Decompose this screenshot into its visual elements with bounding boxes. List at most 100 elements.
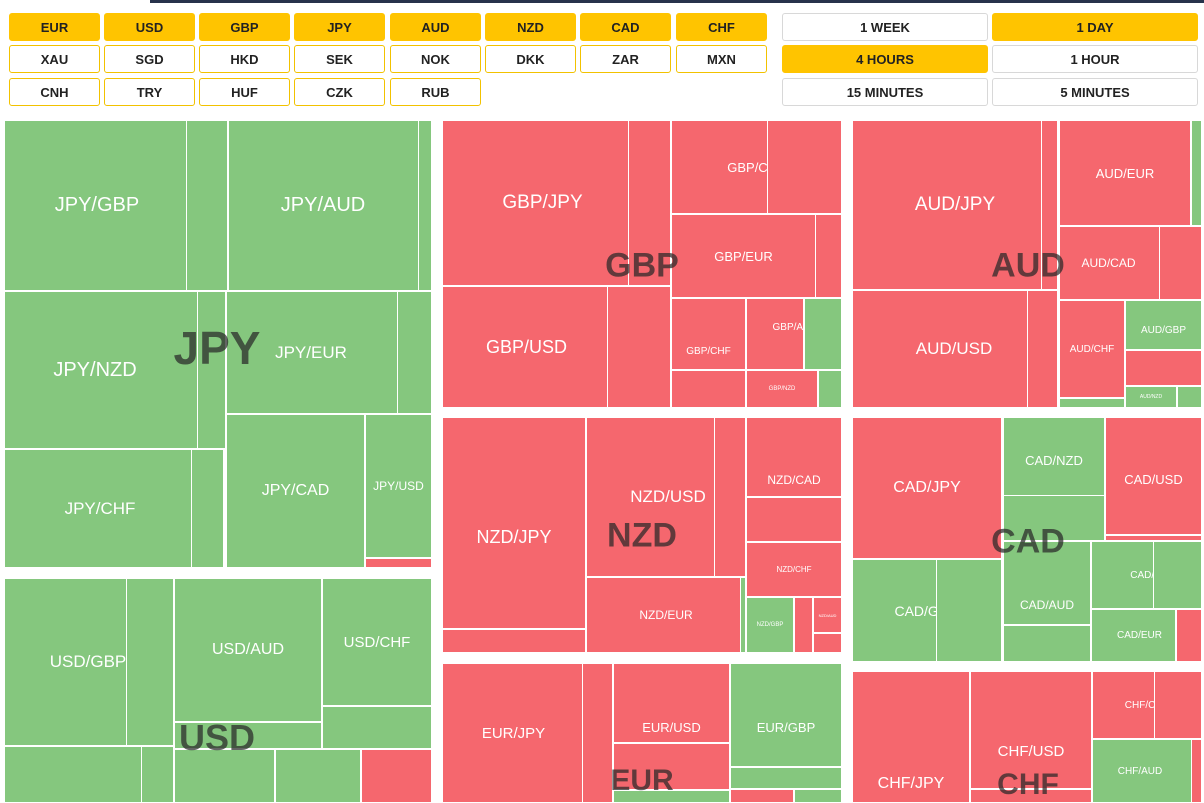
heatmap-tile-jpy-cad[interactable]: JPY/CAD <box>226 414 365 568</box>
currency-button-usd[interactable]: USD <box>104 13 195 41</box>
heatmap-subtile[interactable] <box>275 749 361 803</box>
heatmap-subtile[interactable] <box>1191 739 1202 803</box>
heatmap-subtile[interactable] <box>191 449 224 568</box>
heatmap-subtile[interactable] <box>730 767 842 789</box>
heatmap-subtile[interactable] <box>1027 290 1058 408</box>
heatmap-subtile[interactable] <box>1041 120 1058 290</box>
currency-button-aud[interactable]: AUD <box>390 13 481 41</box>
heatmap-subtile[interactable] <box>730 789 794 803</box>
currency-button-cad[interactable]: CAD <box>580 13 671 41</box>
heatmap-subtile[interactable] <box>613 743 730 790</box>
heatmap-subtile[interactable] <box>1105 535 1202 541</box>
currency-button-rub[interactable]: RUB <box>390 78 481 106</box>
currency-button-eur[interactable]: EUR <box>9 13 100 41</box>
currency-button-xau[interactable]: XAU <box>9 45 100 73</box>
heatmap-tile-usd-chf[interactable]: USD/CHF <box>322 578 432 706</box>
heatmap-tile-gbp-nzd[interactable]: GBP/NZD <box>746 370 818 408</box>
timeframe-button-5-minutes[interactable]: 5 MINUTES <box>992 78 1198 106</box>
heatmap-subtile[interactable] <box>418 120 432 291</box>
currency-button-mxn[interactable]: MXN <box>676 45 767 73</box>
currency-button-try[interactable]: TRY <box>104 78 195 106</box>
heatmap-tile-aud-usd[interactable]: AUD/USD <box>852 290 1058 408</box>
heatmap-subtile[interactable] <box>794 597 813 653</box>
heatmap-tile-aud-nzd[interactable]: AUD/NZD <box>1125 386 1177 408</box>
heatmap-subtile[interactable] <box>1159 226 1202 300</box>
currency-button-gbp[interactable]: GBP <box>199 13 290 41</box>
currency-button-chf[interactable]: CHF <box>676 13 767 41</box>
heatmap-tile-cad-jpy[interactable]: CAD/JPY <box>852 417 1002 559</box>
heatmap-subtile[interactable] <box>197 291 226 449</box>
heatmap-subtile[interactable] <box>813 633 842 653</box>
heatmap-subtile[interactable] <box>174 722 322 749</box>
heatmap-subtile[interactable] <box>671 370 746 408</box>
currency-button-cnh[interactable]: CNH <box>9 78 100 106</box>
heatmap-tile-cad-aud[interactable]: CAD/AUD <box>1003 541 1091 625</box>
timeframe-button-15-minutes[interactable]: 15 MINUTES <box>782 78 988 106</box>
heatmap-subtile[interactable] <box>442 629 586 653</box>
heatmap-tile-aud-eur[interactable]: AUD/EUR <box>1059 120 1191 226</box>
heatmap-subtile[interactable] <box>1125 350 1202 386</box>
heatmap-subtile[interactable] <box>970 789 1092 803</box>
heatmap-subtile[interactable] <box>141 746 174 803</box>
heatmap-subtile[interactable] <box>1154 671 1202 739</box>
heatmap-tile-eur-usd[interactable]: EUR/USD <box>613 663 730 743</box>
heatmap-subtile[interactable] <box>1003 495 1105 541</box>
heatmap-subtile[interactable] <box>628 120 671 286</box>
heatmap-tile-jpy-nzd[interactable]: JPY/NZD <box>4 291 226 449</box>
heatmap-tile-eur-gbp[interactable]: EUR/GBP <box>730 663 842 767</box>
heatmap-tile-gbp-aud[interactable]: GBP/AUD <box>746 298 804 370</box>
heatmap-subtile[interactable] <box>804 298 842 370</box>
heatmap-subtile[interactable] <box>613 790 730 803</box>
heatmap-tile-nzd-chf[interactable]: NZD/CHF <box>746 542 842 597</box>
heatmap-tile-jpy-usd[interactable]: JPY/USD <box>365 414 432 558</box>
timeframe-button-1-day[interactable]: 1 DAY <box>992 13 1198 41</box>
currency-button-nok[interactable]: NOK <box>390 45 481 73</box>
heatmap-tile-aud-chf[interactable]: AUD/CHF <box>1059 300 1125 398</box>
heatmap-subtile[interactable] <box>1153 541 1202 609</box>
heatmap-tile-nzd-aud[interactable]: NZD/AUD <box>813 597 842 633</box>
heatmap-subtile[interactable] <box>818 370 842 408</box>
heatmap-subtile[interactable] <box>1003 625 1091 662</box>
heatmap-subtile[interactable] <box>740 577 746 653</box>
heatmap-subtile[interactable] <box>746 497 842 542</box>
heatmap-tile-chf-usd[interactable]: CHF/USD <box>970 671 1092 789</box>
heatmap-subtile[interactable] <box>1059 398 1125 408</box>
timeframe-button-4-hours[interactable]: 4 HOURS <box>782 45 988 73</box>
heatmap-tile-chf-jpy[interactable]: CHF/JPY <box>852 671 970 803</box>
timeframe-button-1-hour[interactable]: 1 HOUR <box>992 45 1198 73</box>
heatmap-subtile[interactable] <box>174 749 275 803</box>
heatmap-subtile[interactable] <box>714 417 746 577</box>
heatmap-tile-cad-usd[interactable]: CAD/USD <box>1105 417 1202 535</box>
heatmap-subtile[interactable] <box>1191 120 1202 226</box>
heatmap-subtile[interactable] <box>1176 609 1202 662</box>
timeframe-button-1-week[interactable]: 1 WEEK <box>782 13 988 41</box>
heatmap-tile-gbp-chf[interactable]: GBP/CHF <box>671 298 746 370</box>
heatmap-tile-aud-gbp[interactable]: AUD/GBP <box>1125 300 1202 350</box>
heatmap-subtile[interactable] <box>322 706 432 749</box>
heatmap-subtile[interactable] <box>365 558 432 568</box>
heatmap-tile-aud-jpy[interactable]: AUD/JPY <box>852 120 1058 290</box>
heatmap-subtile[interactable] <box>815 214 842 298</box>
heatmap-tile-nzd-eur[interactable]: NZD/EUR <box>586 577 746 653</box>
heatmap-subtile[interactable] <box>767 120 842 214</box>
currency-button-huf[interactable]: HUF <box>199 78 290 106</box>
heatmap-tile-gbp-eur[interactable]: GBP/EUR <box>671 214 842 298</box>
heatmap-subtile[interactable] <box>794 789 842 803</box>
heatmap-tile-chf-aud[interactable]: CHF/AUD <box>1092 739 1202 803</box>
currency-button-czk[interactable]: CZK <box>294 78 385 106</box>
currency-button-nzd[interactable]: NZD <box>485 13 576 41</box>
heatmap-subtile[interactable] <box>582 663 613 803</box>
heatmap-subtile[interactable] <box>186 120 228 291</box>
heatmap-subtile[interactable] <box>126 578 174 746</box>
heatmap-tile-jpy-chf[interactable]: JPY/CHF <box>4 449 224 568</box>
heatmap-tile-usd-aud[interactable]: USD/AUD <box>174 578 322 722</box>
currency-button-sek[interactable]: SEK <box>294 45 385 73</box>
currency-button-dkk[interactable]: DKK <box>485 45 576 73</box>
heatmap-tile-nzd-jpy[interactable]: NZD/JPY <box>442 417 586 629</box>
currency-button-jpy[interactable]: JPY <box>294 13 385 41</box>
currency-button-sgd[interactable]: SGD <box>104 45 195 73</box>
heatmap-subtile[interactable] <box>607 286 671 408</box>
heatmap-tile-cad-eur[interactable]: CAD/EUR <box>1091 609 1176 662</box>
heatmap-subtile[interactable] <box>1177 386 1202 408</box>
heatmap-tile-jpy-aud[interactable]: JPY/AUD <box>228 120 432 291</box>
